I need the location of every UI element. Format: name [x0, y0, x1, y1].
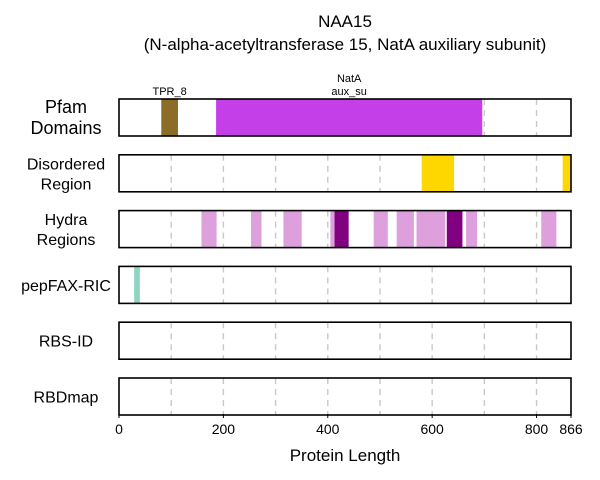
- segment-0: [201, 210, 217, 248]
- domain-label: TPR_8: [153, 86, 187, 98]
- track-frame: [118, 321, 572, 361]
- x-tick-label: 0: [115, 421, 123, 437]
- segment-3: [330, 210, 338, 248]
- track-2: Hydra Regions: [37, 209, 572, 249]
- segment-1: [562, 154, 571, 192]
- x-tick-label: 200: [212, 421, 236, 437]
- segment-1: [251, 210, 262, 248]
- track-label: pepFAX-RIC: [21, 278, 111, 295]
- track-1: Disordered Region: [27, 154, 572, 193]
- track-label: RBS-ID: [39, 334, 93, 351]
- segment-10: [541, 210, 557, 248]
- x-tick-label: 800: [525, 421, 549, 437]
- track-5: RBDmap: [34, 377, 572, 416]
- track-frame: [118, 209, 572, 249]
- segment-6: [396, 210, 414, 248]
- track-frame: [118, 265, 572, 305]
- x-tick-label: 600: [420, 421, 444, 437]
- segment-0: [161, 99, 178, 136]
- x-tick-label: 400: [316, 421, 340, 437]
- segment-5: [373, 210, 388, 248]
- domain-label: aux_su: [331, 86, 366, 98]
- segment-8: [446, 210, 463, 248]
- segment-1: [216, 99, 483, 136]
- x-tick-label: 866: [559, 421, 583, 437]
- track-label: Disordered: [27, 156, 105, 173]
- segment-0: [421, 154, 455, 192]
- track-label: Domains: [30, 118, 101, 138]
- track-4: RBS-ID: [39, 321, 572, 361]
- segment-9: [466, 210, 478, 248]
- track-frame: [118, 98, 572, 137]
- track-frame: [118, 377, 572, 416]
- track-label: Pfam: [45, 97, 87, 117]
- track-label: Regions: [37, 232, 96, 249]
- track-label: RBDmap: [34, 390, 99, 407]
- segment-2: [283, 210, 302, 248]
- segment-0: [134, 266, 140, 304]
- x-axis-label: Protein Length: [290, 446, 401, 465]
- chart-subtitle: (N-alpha-acetyltransferase 15, NatA auxi…: [144, 35, 547, 54]
- chart-title: NAA15: [318, 12, 372, 31]
- track-3: pepFAX-RIC: [21, 265, 572, 305]
- track-label: Hydra: [45, 212, 88, 229]
- domain-label: NatA: [337, 73, 362, 85]
- track-label: Region: [41, 176, 92, 193]
- segment-4: [334, 210, 349, 248]
- x-axis: 0 200 400 600 800 866: [115, 414, 583, 437]
- track-frame: [118, 154, 572, 193]
- segment-7: [416, 210, 446, 248]
